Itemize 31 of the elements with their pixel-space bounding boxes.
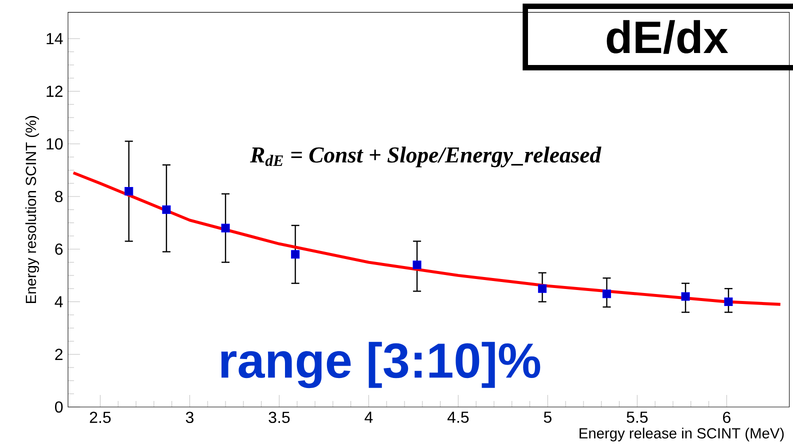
point [124, 186, 134, 196]
x-axis-title: Energy release in SCINT (MeV) [580, 428, 784, 442]
y-axis-title: Energy resolution SCINT (%) [25, 116, 39, 303]
chart-title: dE/dx [606, 20, 728, 54]
point [162, 205, 171, 214]
x-tick-label: 5.5 [626, 412, 648, 423]
y-tick-label: 12 [46, 86, 62, 97]
x-tick-label: 5 [544, 412, 552, 423]
annotation: range [3:10]% [221, 342, 540, 388]
point [221, 224, 230, 232]
y-tick-label: 10 [46, 138, 63, 150]
annotation: R$_{dE}$ = Const + Slope/Energy_released [250, 146, 602, 168]
x-tick-label: 6 [723, 412, 730, 424]
y-tick-label: 4 [54, 296, 63, 308]
x-tick-label: 2.5 [90, 412, 111, 424]
point [412, 260, 422, 270]
y-tick-label: 2 [55, 348, 62, 360]
point [602, 290, 612, 298]
line-series [72, 171, 782, 306]
point [681, 292, 690, 301]
point [291, 250, 300, 259]
y-tick-label: 0 [55, 401, 63, 413]
y-tick-label: 6 [55, 243, 63, 255]
point [538, 284, 547, 293]
x-tick-label: 4.5 [447, 412, 469, 423]
x-tick-label: 3.5 [268, 412, 290, 424]
x-tick-label: 4 [364, 412, 373, 423]
point [724, 297, 733, 306]
x-tick-label: 3 [186, 412, 194, 424]
y-tick-label: 14 [46, 33, 63, 44]
y-tick-label: 8 [55, 190, 63, 202]
